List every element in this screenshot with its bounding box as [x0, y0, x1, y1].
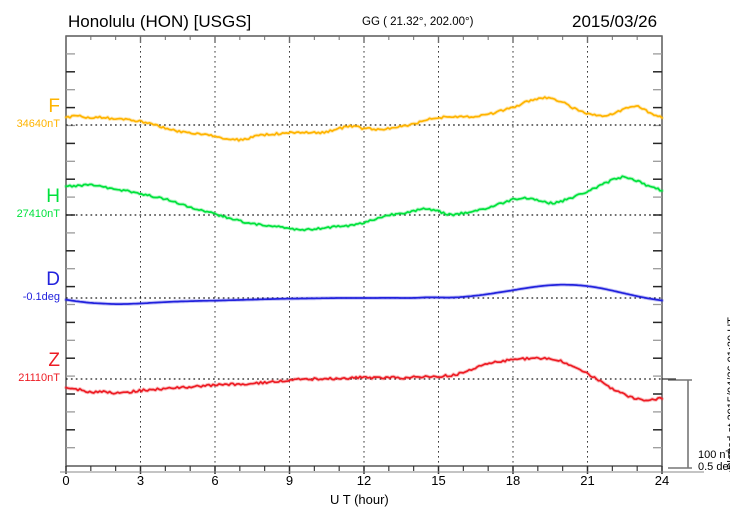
component-baseline-f: 34640nT [16, 118, 60, 130]
x-tick-label: 6 [211, 473, 219, 488]
component-label-h: H 27410nT [17, 187, 60, 220]
plotted-at-timestamp: Plotted at 2015/04/26 01:30 UT [726, 317, 730, 470]
geographic-coordinates: GG ( 21.32°, 202.00°) [362, 16, 474, 28]
component-baseline-d: -0.1deg [22, 291, 60, 303]
component-key-f: F [48, 96, 60, 117]
component-key-d: D [46, 269, 60, 290]
trace-D [65, 283, 663, 305]
scale-bar-label: 100 nT 0.5 deg [698, 449, 730, 474]
x-tick-label: 18 [505, 473, 521, 488]
component-label-z: Z 21110nT [18, 351, 60, 384]
x-tick-label: 3 [136, 473, 145, 488]
trace-Z [65, 356, 663, 402]
component-label-f: F 34640nT [17, 97, 60, 130]
trace-F [65, 96, 663, 142]
x-axis-title: U T (hour) [330, 492, 389, 507]
component-key-h: H [46, 186, 60, 207]
x-tick-label: 0 [62, 473, 70, 488]
component-baseline-z: 21110nT [18, 372, 60, 384]
x-tick-label: 21 [580, 473, 595, 488]
scale-bar-line2: 0.5 deg [698, 460, 730, 473]
x-tick-label: 12 [356, 473, 372, 488]
scale-bar-line1: 100 nT [698, 449, 730, 461]
trace-H [65, 175, 663, 232]
page-title: Honolulu (HON) [USGS] [68, 12, 252, 31]
component-key-z: Z [48, 350, 60, 371]
component-baseline-h: 27410nT [16, 208, 60, 220]
component-label-d: D -0.1deg [23, 270, 60, 303]
x-tick-label: 24 [654, 473, 670, 488]
observation-date: 2015/03/26 [572, 12, 658, 31]
trace-halo-F [64, 95, 664, 143]
x-tick-label: 9 [285, 473, 294, 488]
x-tick-label: 15 [431, 473, 446, 488]
